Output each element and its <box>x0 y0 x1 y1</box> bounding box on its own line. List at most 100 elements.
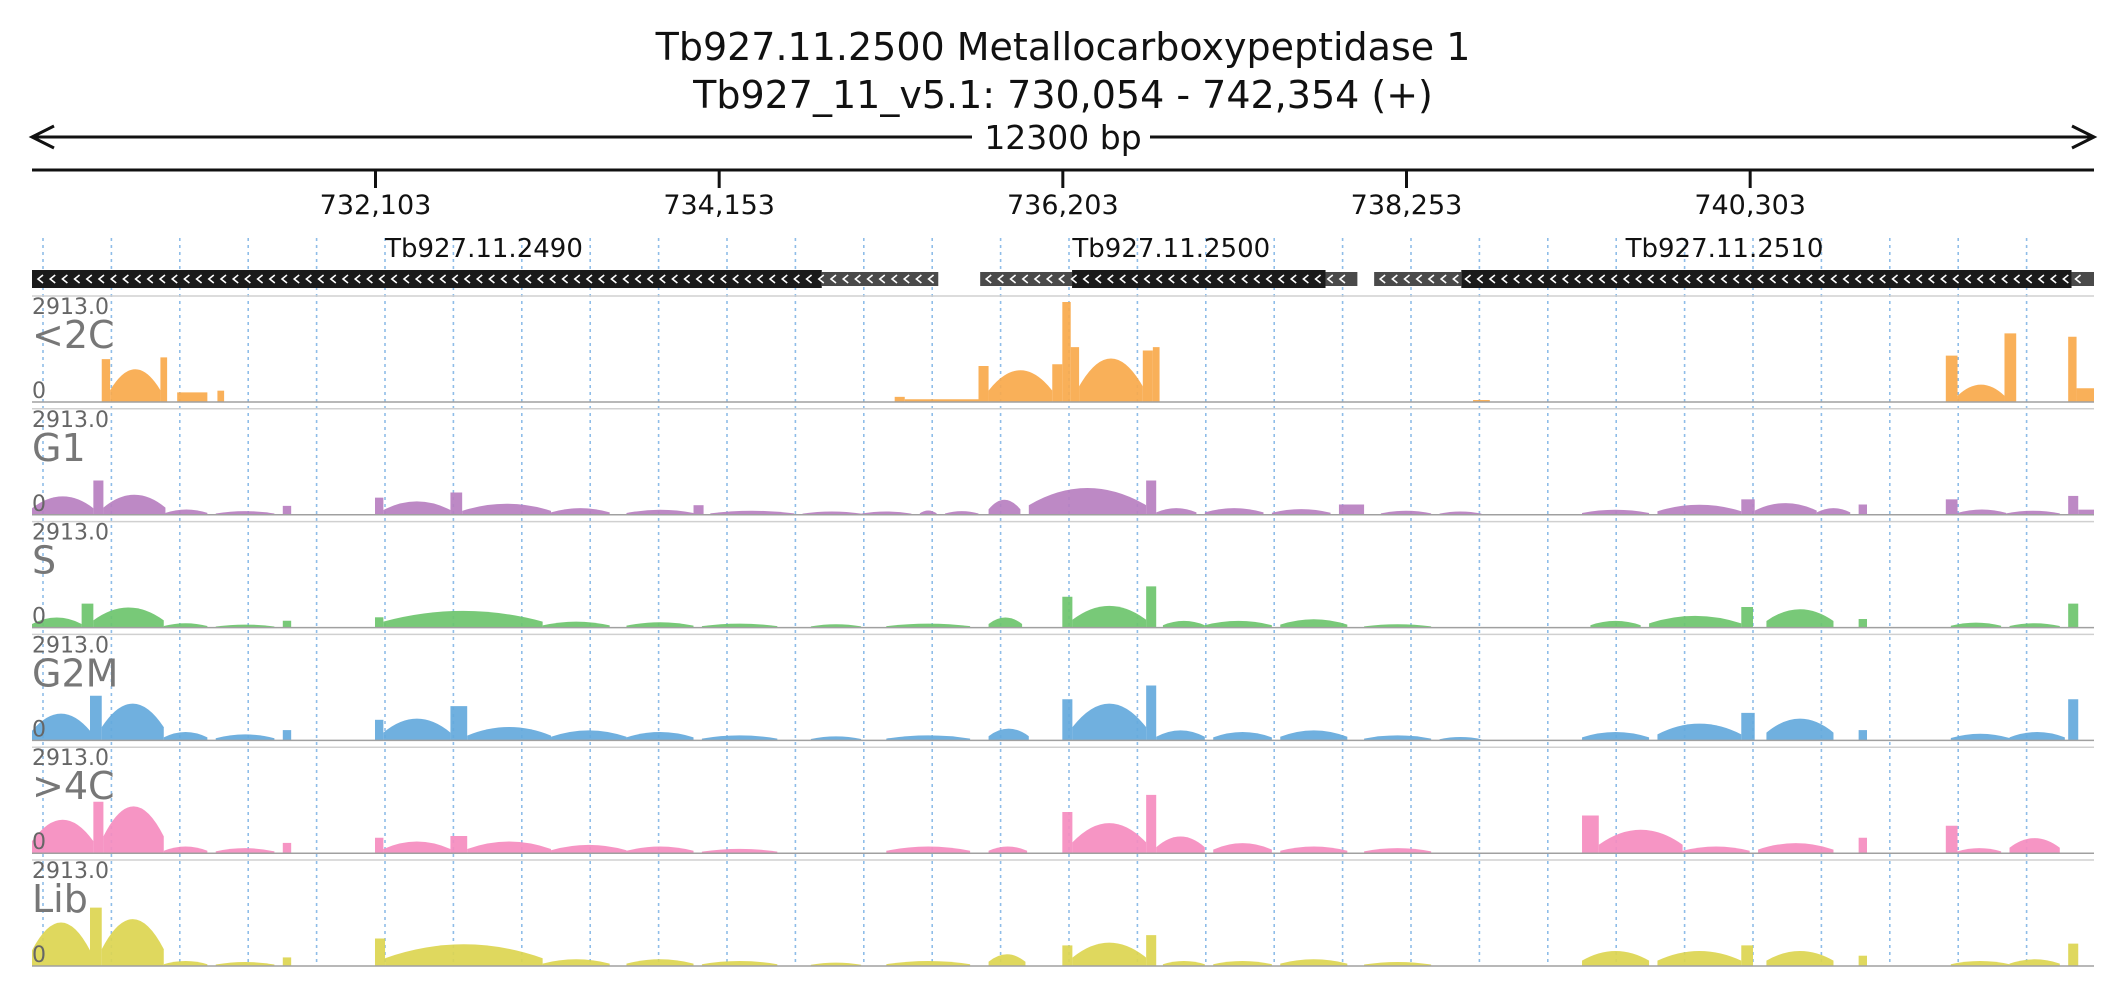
strand-chevron <box>1452 274 1459 284</box>
coverage-area-1-18 <box>988 499 1021 515</box>
strand-chevron <box>170 274 178 284</box>
coverage-area-2-25 <box>1858 619 1868 628</box>
x-tick-label-3: 738,253 <box>1351 190 1463 221</box>
track-ymax-label-0: 2913.0 <box>32 295 109 320</box>
strand-chevron <box>817 274 825 284</box>
coverage-area-3-10 <box>551 730 627 741</box>
strand-chevron <box>732 274 739 284</box>
coverage-area-2-28 <box>2068 603 2079 628</box>
gene-label-1: Tb927.11.2500 <box>1071 234 1270 264</box>
strand-chevron <box>780 274 788 284</box>
strand-chevron <box>146 274 154 284</box>
coverage-area-0-10 <box>1062 302 1071 402</box>
coverage-area-1-26 <box>1439 511 1482 515</box>
strand-chevron <box>1476 274 1484 284</box>
coverage-area-0-7 <box>978 365 989 402</box>
track-ymin-label-4: 0 <box>32 830 46 855</box>
coverage-area-4-16 <box>1072 823 1147 854</box>
coverage-area-5-15 <box>1072 942 1147 966</box>
coverage-area-4-11 <box>626 846 694 854</box>
coverage-area-3-13 <box>810 736 862 741</box>
strand-chevron <box>1119 274 1126 284</box>
coverage-area-0-13 <box>1142 350 1153 402</box>
coverage-area-3-8 <box>450 706 468 741</box>
coverage-area-4-10 <box>551 844 627 854</box>
coverage-area-4-17 <box>1146 794 1157 854</box>
strand-chevron <box>1708 274 1716 284</box>
strand-chevron <box>756 274 764 284</box>
coverage-area-3-27 <box>1766 718 1834 741</box>
strand-chevron <box>73 274 81 284</box>
strand-chevron <box>1180 274 1187 284</box>
coverage-area-1-28 <box>1657 504 1742 515</box>
strand-chevron <box>1793 274 1801 284</box>
coverage-area-2-16 <box>1146 586 1157 628</box>
strand-chevron <box>1976 274 1984 284</box>
strand-chevron <box>927 274 935 284</box>
strand-chevron <box>1903 274 1911 284</box>
coverage-area-4-5 <box>282 842 292 854</box>
coverage-area-3-12 <box>701 735 778 741</box>
coverage-area-3-28 <box>1858 730 1868 741</box>
track-ymax-label-3: 2913.0 <box>32 633 109 658</box>
gene-utr-2-1 <box>2071 272 2094 286</box>
coverage-area-2-20 <box>1364 624 1432 628</box>
coverage-area-2-10 <box>701 623 778 628</box>
coverage-area-2-1 <box>81 603 94 628</box>
coverage-area-0-12 <box>1079 358 1143 402</box>
gene-label-2: Tb927.11.2510 <box>1625 234 1824 264</box>
strand-chevron <box>512 274 520 284</box>
coverage-area-5-12 <box>886 960 971 966</box>
strand-chevron <box>1622 274 1630 284</box>
coverage-area-4-22 <box>1582 815 1599 854</box>
coverage-area-1-19 <box>1028 488 1147 515</box>
coverage-area-4-14 <box>988 846 1028 854</box>
gene-cds-2 <box>1461 270 2072 288</box>
coverage-area-0-14 <box>1152 347 1160 402</box>
coverage-area-5-8 <box>542 959 610 966</box>
strand-chevron <box>829 274 837 284</box>
coverage-area-0-17 <box>1957 384 2005 402</box>
coverage-area-4-0 <box>32 819 94 854</box>
coverage-area-4-21 <box>1364 848 1432 854</box>
strand-chevron <box>1915 274 1923 284</box>
coverage-area-1-23 <box>1271 509 1331 515</box>
coverage-area-5-23 <box>1741 945 1754 966</box>
coverage-area-2-18 <box>1204 620 1272 628</box>
coverage-area-1-15 <box>861 511 912 515</box>
coverage-area-5-13 <box>988 954 1026 966</box>
coverage-area-3-20 <box>1213 732 1272 741</box>
coverage-area-0-1 <box>110 369 161 402</box>
coverage-area-5-24 <box>1766 950 1834 966</box>
strand-chevron <box>1940 274 1947 284</box>
strand-chevron <box>1720 274 1728 284</box>
coverage-area-0-9 <box>1052 364 1063 402</box>
strand-chevron <box>1842 274 1850 284</box>
coverage-area-1-22 <box>1204 508 1264 515</box>
strand-chevron <box>866 274 874 284</box>
coverage-area-1-31 <box>1816 508 1851 515</box>
chart-title: Tb927.11.2500 Metallocarboxypeptidase 1 <box>655 25 1471 69</box>
strand-chevron <box>1167 274 1175 284</box>
coverage-area-0-11 <box>1070 347 1080 402</box>
strand-chevron <box>1610 274 1618 284</box>
coverage-area-0-18 <box>2004 333 2017 402</box>
strand-chevron <box>1403 274 1411 284</box>
strand-chevron <box>1131 274 1139 284</box>
coverage-area-1-8 <box>450 492 463 515</box>
coverage-area-2-4 <box>215 624 275 628</box>
coverage-area-4-20 <box>1280 846 1348 854</box>
coverage-area-4-15 <box>1062 812 1073 854</box>
coverage-area-3-18 <box>1146 685 1157 741</box>
strand-chevron <box>805 274 813 284</box>
coverage-area-5-19 <box>1280 959 1348 966</box>
coverage-area-5-28 <box>2068 943 2079 966</box>
coverage-area-2-8 <box>542 621 610 628</box>
strand-chevron <box>414 274 422 284</box>
coverage-area-1-16 <box>919 510 937 515</box>
coverage-area-5-4 <box>215 961 275 966</box>
coverage-area-2-5 <box>282 620 292 628</box>
strand-chevron <box>268 274 276 284</box>
strand-chevron <box>549 274 556 284</box>
